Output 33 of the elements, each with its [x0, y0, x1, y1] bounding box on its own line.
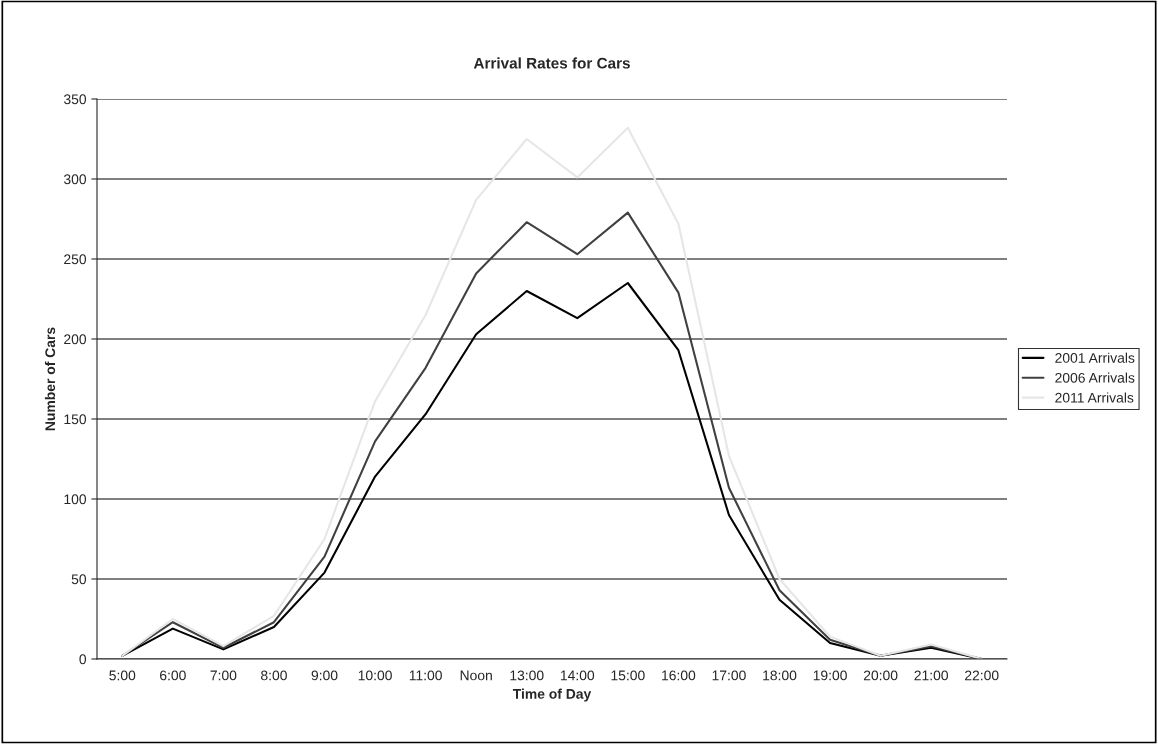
- legend-label: 2001 Arrivals: [1055, 352, 1135, 363]
- y-tick-label: 0: [79, 654, 87, 665]
- legend-label: 2011 Arrivals: [1055, 392, 1134, 403]
- y-tick-label: 200: [64, 334, 87, 345]
- x-tick-label: 16:00: [662, 670, 696, 681]
- x-tick-label: Noon: [460, 670, 492, 681]
- x-tick-label: 5:00: [109, 670, 136, 681]
- x-tick-label: 13:00: [510, 670, 544, 681]
- x-tick-label: 17:00: [712, 670, 746, 681]
- x-tick-label: 18:00: [763, 670, 797, 681]
- legend-label: 2006 Arrivals: [1055, 372, 1135, 383]
- x-tick-label: 6:00: [160, 670, 186, 681]
- x-tick-label: 9:00: [311, 670, 338, 681]
- x-tick-label: 21:00: [914, 670, 948, 681]
- x-tick-label: 11:00: [409, 670, 442, 681]
- y-tick-label: 300: [63, 174, 87, 185]
- x-tick-label: 14:00: [560, 670, 595, 681]
- x-tick-label: 20:00: [863, 670, 898, 681]
- y-tick-label: 250: [64, 254, 87, 265]
- x-tick-label: 8:00: [261, 670, 287, 681]
- x-tick-label: 22:00: [965, 670, 999, 681]
- y-tick-label: 50: [71, 574, 87, 585]
- y-tick-label: 150: [64, 414, 87, 425]
- x-tick-label: 15:00: [611, 670, 645, 681]
- y-tick-label: 100: [64, 494, 87, 505]
- x-axis-title: Time of Day: [512, 688, 592, 702]
- y-tick-label: 350: [63, 94, 87, 105]
- x-tick-label: 19:00: [813, 670, 847, 681]
- x-tick-label: 10:00: [358, 670, 392, 681]
- x-tick-label: 7:00: [210, 670, 237, 681]
- y-axis-title: Number of Cars: [44, 327, 56, 431]
- line-series: [121, 126, 983, 659]
- chart-title: Arrival Rates for Cars: [473, 57, 630, 69]
